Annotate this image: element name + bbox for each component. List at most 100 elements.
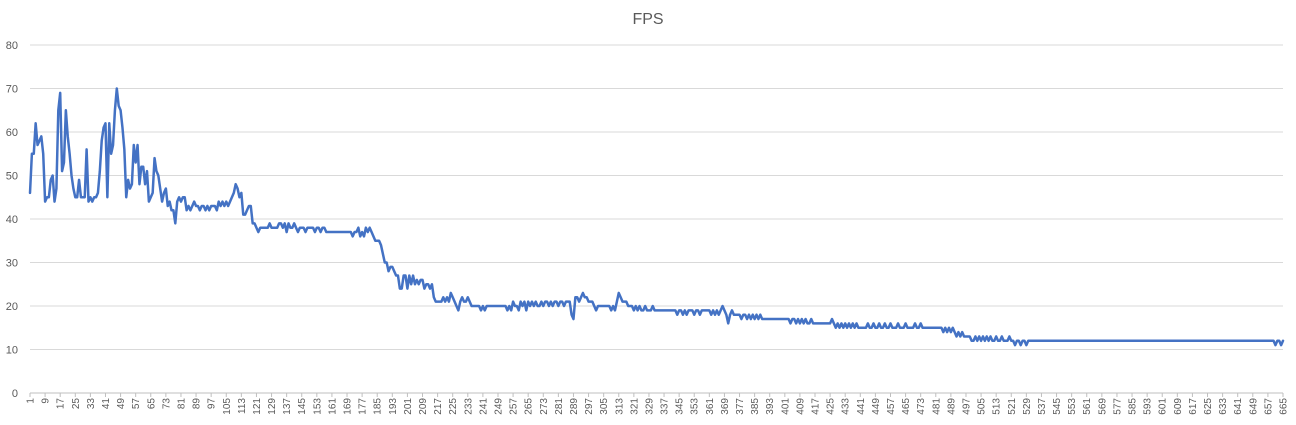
x-tick-label: 185 [373,398,384,415]
x-tick-label: 353 [690,398,701,415]
x-tick-label: 409 [795,398,806,415]
y-tick-label: 50 [6,171,18,183]
x-tick-label: 505 [977,398,988,415]
y-tick-label: 70 [6,84,18,96]
x-tick-label: 609 [1173,398,1184,415]
x-tick-label: 89 [192,398,203,410]
x-tick-label: 433 [841,398,852,415]
x-tick-label: 449 [871,398,882,415]
x-tick-label: 345 [675,398,686,415]
x-tick-label: 289 [569,398,580,415]
x-tick-label: 369 [720,398,731,415]
x-tick-label: 465 [901,398,912,415]
x-tick-label: 473 [916,398,927,415]
x-tick-label: 81 [176,398,187,410]
x-tick-label: 113 [237,398,248,414]
x-tick-label: 193 [388,398,399,415]
x-tick-label: 9 [41,398,52,404]
x-tick-label: 633 [1218,398,1229,415]
y-tick-label: 60 [6,127,18,139]
y-tick-label: 40 [6,214,18,226]
x-tick-label: 489 [946,398,957,415]
x-axis [29,392,1284,397]
gridlines [30,44,1283,350]
x-tick-label: 313 [614,398,625,415]
x-tick-label: 497 [961,398,972,415]
x-tick-label: 585 [1128,398,1139,415]
x-tick-label: 593 [1143,398,1154,415]
x-tick-label: 161 [327,398,338,415]
x-tick-label: 577 [1112,398,1123,415]
x-tick-label: 145 [297,398,308,415]
x-tick-label: 25 [71,398,82,410]
x-tick-label: 657 [1263,398,1274,415]
x-tick-label: 217 [433,398,444,415]
x-tick-label: 241 [478,398,489,415]
y-tick-label: 10 [6,345,18,357]
x-tick-label: 481 [931,398,942,415]
x-tick-label: 17 [56,398,67,410]
x-tick-label: 361 [705,398,716,415]
y-tick-label: 80 [6,40,18,52]
x-tick-label: 321 [629,398,640,415]
x-tick-label: 105 [222,398,233,415]
x-tick-label: 329 [644,398,655,415]
fps-series-line [28,87,1285,347]
x-tick-label: 337 [660,398,671,415]
x-tick-label: 137 [282,398,293,415]
x-tick-label: 57 [131,398,142,410]
x-tick-label: 537 [1037,398,1048,415]
x-tick-label: 281 [554,398,565,415]
x-tick-label: 601 [1158,398,1169,415]
x-tick-label: 265 [524,398,535,415]
x-tick-label: 41 [101,398,112,410]
series-layer [28,87,1285,347]
x-tick-label: 49 [116,398,127,410]
x-tick-label: 97 [207,398,218,410]
x-tick-label: 393 [765,398,776,415]
x-tick-label: 425 [826,398,837,415]
x-tick-label: 33 [86,398,97,410]
x-tick-label: 441 [856,398,867,415]
x-tick-label: 545 [1052,398,1063,415]
x-tick-label: 529 [1022,398,1033,415]
x-tick-label: 305 [599,398,610,415]
x-tick-label: 169 [343,398,354,415]
x-tick-label: 649 [1248,398,1259,415]
x-tick-label: 65 [146,398,157,410]
x-tick-label: 553 [1067,398,1078,415]
x-tick-label: 641 [1233,398,1244,415]
x-tick-label: 561 [1082,398,1093,415]
x-tick-label: 569 [1097,398,1108,415]
y-tick-label: 0 [12,388,18,400]
x-tick-label: 521 [1007,398,1018,415]
x-tick-label: 401 [780,398,791,415]
x-tick-label: 385 [750,398,761,415]
x-tick-label: 121 [252,398,263,415]
x-axis-tick-labels: 1 9 17 25 33 41 49 57 65 73 81 89 97 105 113 121 129 137 1… [26,398,1290,415]
x-tick-label: 513 [992,398,1003,415]
x-tick-label: 297 [584,398,595,415]
x-tick-label: 617 [1188,398,1199,415]
x-tick-label: 201 [403,398,414,415]
x-tick-label: 153 [312,398,323,415]
x-tick-label: 665 [1279,398,1290,415]
x-tick-label: 257 [509,398,520,415]
x-tick-label: 377 [735,398,746,415]
x-tick-label: 1 [26,398,37,404]
x-tick-label: 249 [493,398,504,415]
x-tick-label: 225 [448,398,459,415]
x-tick-label: 177 [358,398,369,415]
y-axis-tick-labels: 0 10 20 30 40 50 60 70 80 [6,40,18,400]
x-tick-label: 273 [539,398,550,415]
y-tick-label: 20 [6,301,18,313]
x-tick-label: 129 [267,398,278,415]
x-tick-label: 233 [463,398,474,415]
x-tick-label: 625 [1203,398,1214,415]
x-tick-label: 73 [161,398,172,410]
x-tick-label: 457 [886,398,897,415]
x-tick-label: 417 [811,398,822,415]
chart-title: FPS [632,11,663,28]
y-tick-label: 30 [6,258,18,270]
